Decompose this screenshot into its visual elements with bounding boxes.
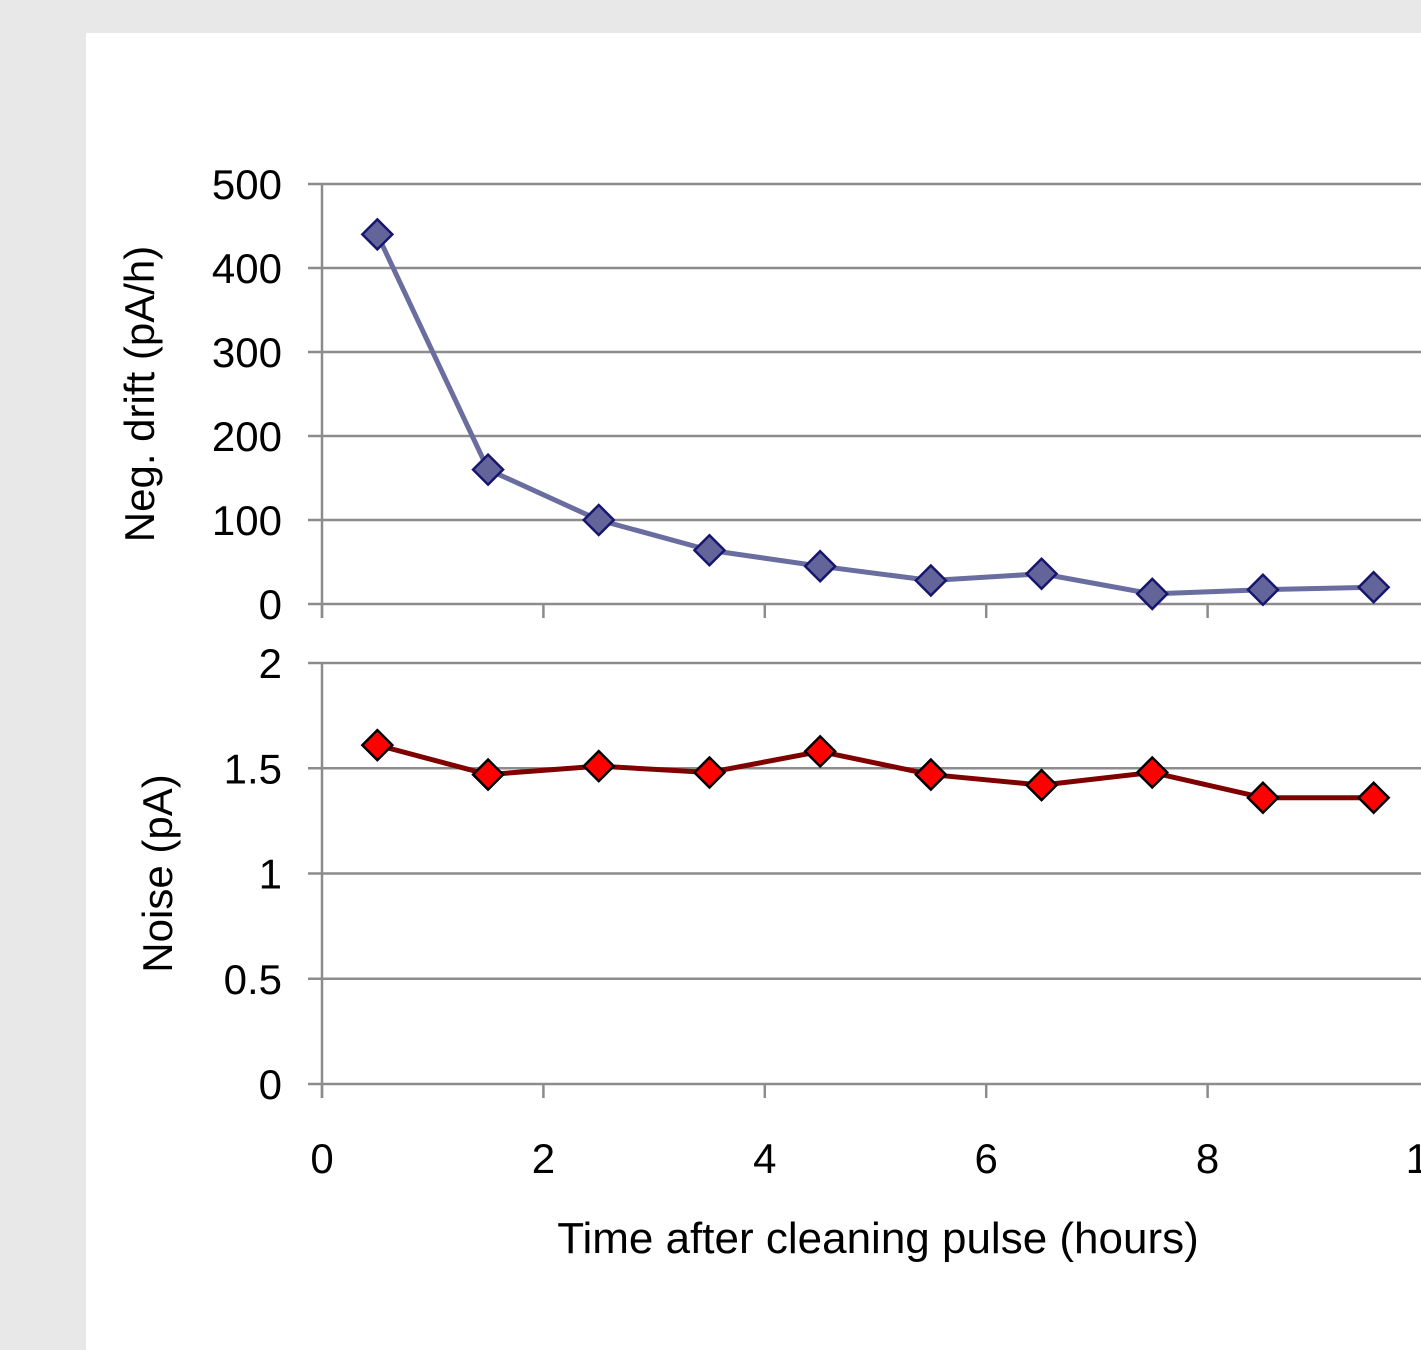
drift-y-tick-label: 100 <box>212 497 282 544</box>
noise-data-point <box>1024 768 1059 802</box>
drift-data-point <box>581 503 616 537</box>
drift-data-point <box>1356 570 1391 604</box>
x-tick-label: 8 <box>1196 1135 1219 1182</box>
noise-data-point <box>1135 755 1170 790</box>
drift-data-point <box>471 452 505 487</box>
drift-y-tick-label: 400 <box>212 245 282 292</box>
drift-y-tick-label: 0 <box>259 581 282 628</box>
drift-data-point <box>914 563 948 598</box>
drift-series-line <box>375 233 1374 597</box>
noise-data-point <box>692 755 727 790</box>
noise-data-point <box>1356 780 1391 815</box>
noise-y-axis-label: Noise (pA) <box>134 774 181 972</box>
drift-y-tick-label: 300 <box>212 329 282 376</box>
noise-series-line <box>376 742 1374 801</box>
noise-data-point <box>803 734 837 769</box>
drift-data-point <box>1024 556 1059 591</box>
noise-y-tick-label: 0 <box>259 1061 282 1108</box>
x-tick-label: 0 <box>310 1135 333 1182</box>
x-tick-label: 4 <box>753 1135 776 1182</box>
noise-data-point <box>914 757 948 792</box>
noise-y-tick-label: 1.5 <box>224 745 282 792</box>
drift-data-point <box>692 533 727 568</box>
x-axis-label: Time after cleaning pulse (hours) <box>557 1214 1199 1263</box>
x-tick-label: 10 <box>1406 1135 1421 1182</box>
noise-data-point <box>471 757 505 792</box>
x-tick-label: 6 <box>975 1135 998 1182</box>
drift-y-axis-label: Neg. drift (pA/h) <box>116 246 163 542</box>
noise-data-point <box>581 749 616 783</box>
noise-data-point <box>360 728 395 762</box>
noise-y-tick-label: 0.5 <box>224 956 282 1003</box>
noise-y-tick-label: 1 <box>259 851 282 898</box>
noise-y-tick-label: 2 <box>259 640 282 687</box>
drift-data-point <box>1135 577 1170 611</box>
drift-data-point <box>360 217 395 252</box>
drift-data-point <box>803 549 837 583</box>
noise-data-point <box>1246 780 1280 815</box>
chart-panel: 0 100 200 300 400 500 Neg. drift (pA/h) 0 0.5 1 1.… <box>86 33 1421 1350</box>
drift-data-point <box>1246 572 1280 607</box>
drift-y-tick-label: 500 <box>212 161 282 208</box>
x-tick-label: 2 <box>532 1135 555 1182</box>
drift-y-tick-label: 200 <box>212 413 282 460</box>
